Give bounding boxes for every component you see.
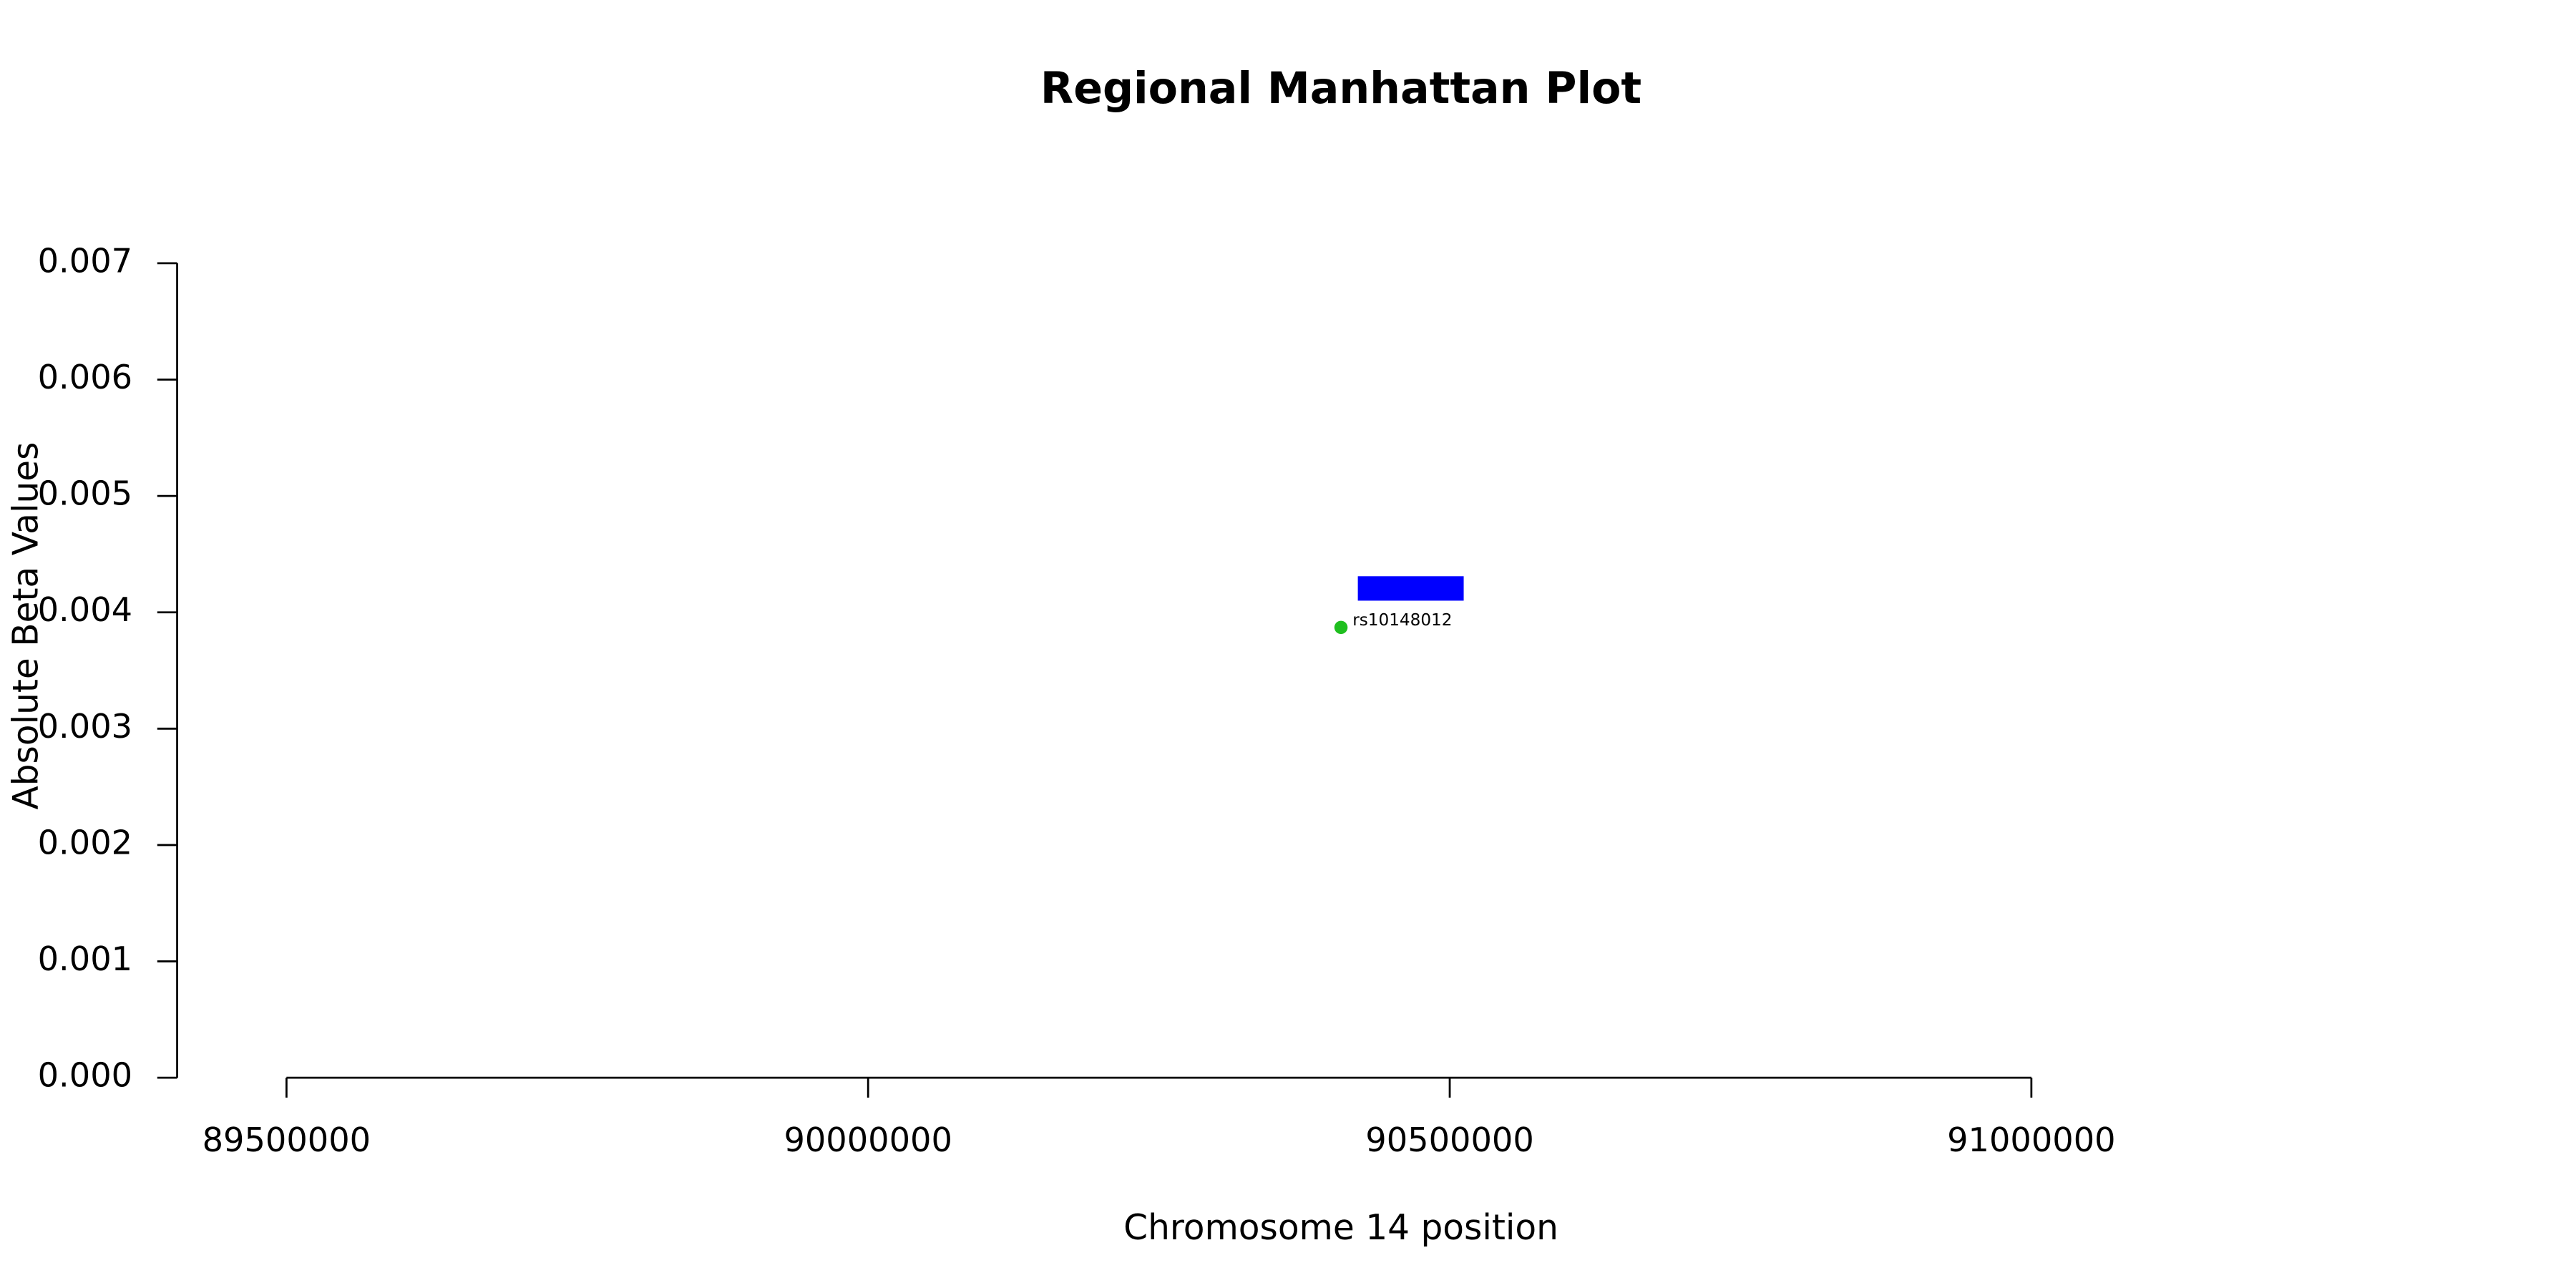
snp-label: rs10148012 xyxy=(1352,611,1452,630)
gene-region xyxy=(1357,576,1464,601)
y-tick-label: 0.006 xyxy=(38,358,132,396)
y-tick-label: 0.003 xyxy=(38,707,132,746)
x-tick-label: 90500000 xyxy=(1365,1121,1533,1159)
chart-title: Regional Manhattan Plot xyxy=(1040,64,1641,114)
y-tick-label: 0.007 xyxy=(38,241,132,280)
x-tick-label: 90000000 xyxy=(784,1121,952,1159)
y-tick-label: 0.005 xyxy=(38,474,132,513)
snp-point xyxy=(1334,620,1348,635)
x-tick-label: 89500000 xyxy=(203,1121,371,1159)
x-axis-label: Chromosome 14 position xyxy=(1123,1208,1558,1248)
x-tick-label: 91000000 xyxy=(1947,1121,2116,1159)
y-axis-label: Absolute Beta Values xyxy=(6,442,46,810)
y-tick-label: 0.001 xyxy=(38,940,132,978)
y-tick-label: 0.004 xyxy=(38,590,132,629)
y-tick-label: 0.000 xyxy=(38,1056,132,1095)
y-tick-label: 0.002 xyxy=(38,823,132,862)
